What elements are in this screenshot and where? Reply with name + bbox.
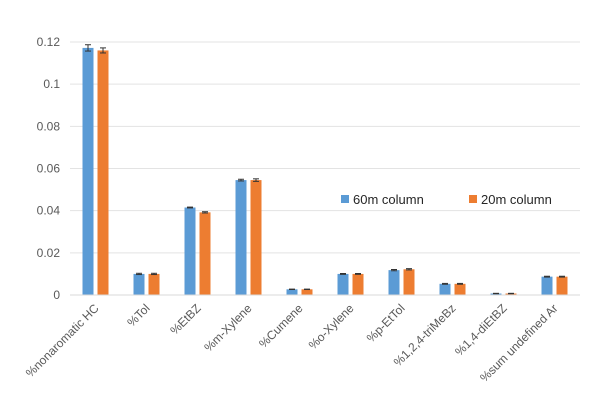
x-tick-label: %o-Xylene <box>306 301 357 352</box>
x-tick-label: %m-Xylene <box>201 301 255 355</box>
error-bars <box>85 44 565 295</box>
x-tick-label: %p-EtTol <box>364 301 408 345</box>
x-tick-label: %Cumene <box>256 301 306 351</box>
bar <box>286 289 298 295</box>
x-axis-tick-labels: %nonaromatic HC %Tol %EtBZ%m-Xylene %Cumene… <box>23 301 561 385</box>
bar <box>490 293 502 295</box>
bar <box>505 293 517 295</box>
bar <box>184 207 196 295</box>
bar <box>556 276 568 295</box>
bar <box>352 273 364 295</box>
bar <box>235 180 247 295</box>
legend-label-20m-column: 20m column <box>481 192 552 207</box>
bar <box>454 283 466 295</box>
bar <box>199 212 211 295</box>
legend-swatch-20m-column <box>469 195 477 203</box>
legend: 60m column 20m column <box>341 192 552 207</box>
x-tick-label: %Tol <box>124 301 152 329</box>
y-tick-label: 0.1 <box>43 77 60 91</box>
bar <box>403 269 415 295</box>
bars <box>82 47 568 295</box>
x-tick-label: %nonaromatic HC <box>23 301 102 380</box>
y-tick-label: 0.08 <box>37 119 61 133</box>
x-tick-label: %EtBZ <box>167 301 203 337</box>
bar <box>439 283 451 295</box>
y-tick-label: 0.04 <box>37 204 61 218</box>
bar <box>337 273 349 295</box>
bar <box>148 273 160 295</box>
legend-swatch-60m-column <box>341 195 349 203</box>
bar <box>388 270 400 295</box>
y-tick-label: 0.06 <box>37 162 61 176</box>
legend-label-60m-column: 60m column <box>353 192 424 207</box>
bar <box>97 50 109 295</box>
bar <box>133 273 145 295</box>
y-tick-label: 0.12 <box>37 35 61 49</box>
y-axis-tick-labels: 0 0.02 0.04 0.06 0.08 0.1 0.12 <box>37 35 61 302</box>
bar <box>301 289 313 295</box>
y-tick-label: 0.02 <box>37 246 61 260</box>
bar <box>82 47 94 295</box>
gridlines <box>70 41 580 254</box>
bar <box>541 276 553 295</box>
bar <box>250 180 262 295</box>
y-tick-label: 0 <box>53 288 60 302</box>
